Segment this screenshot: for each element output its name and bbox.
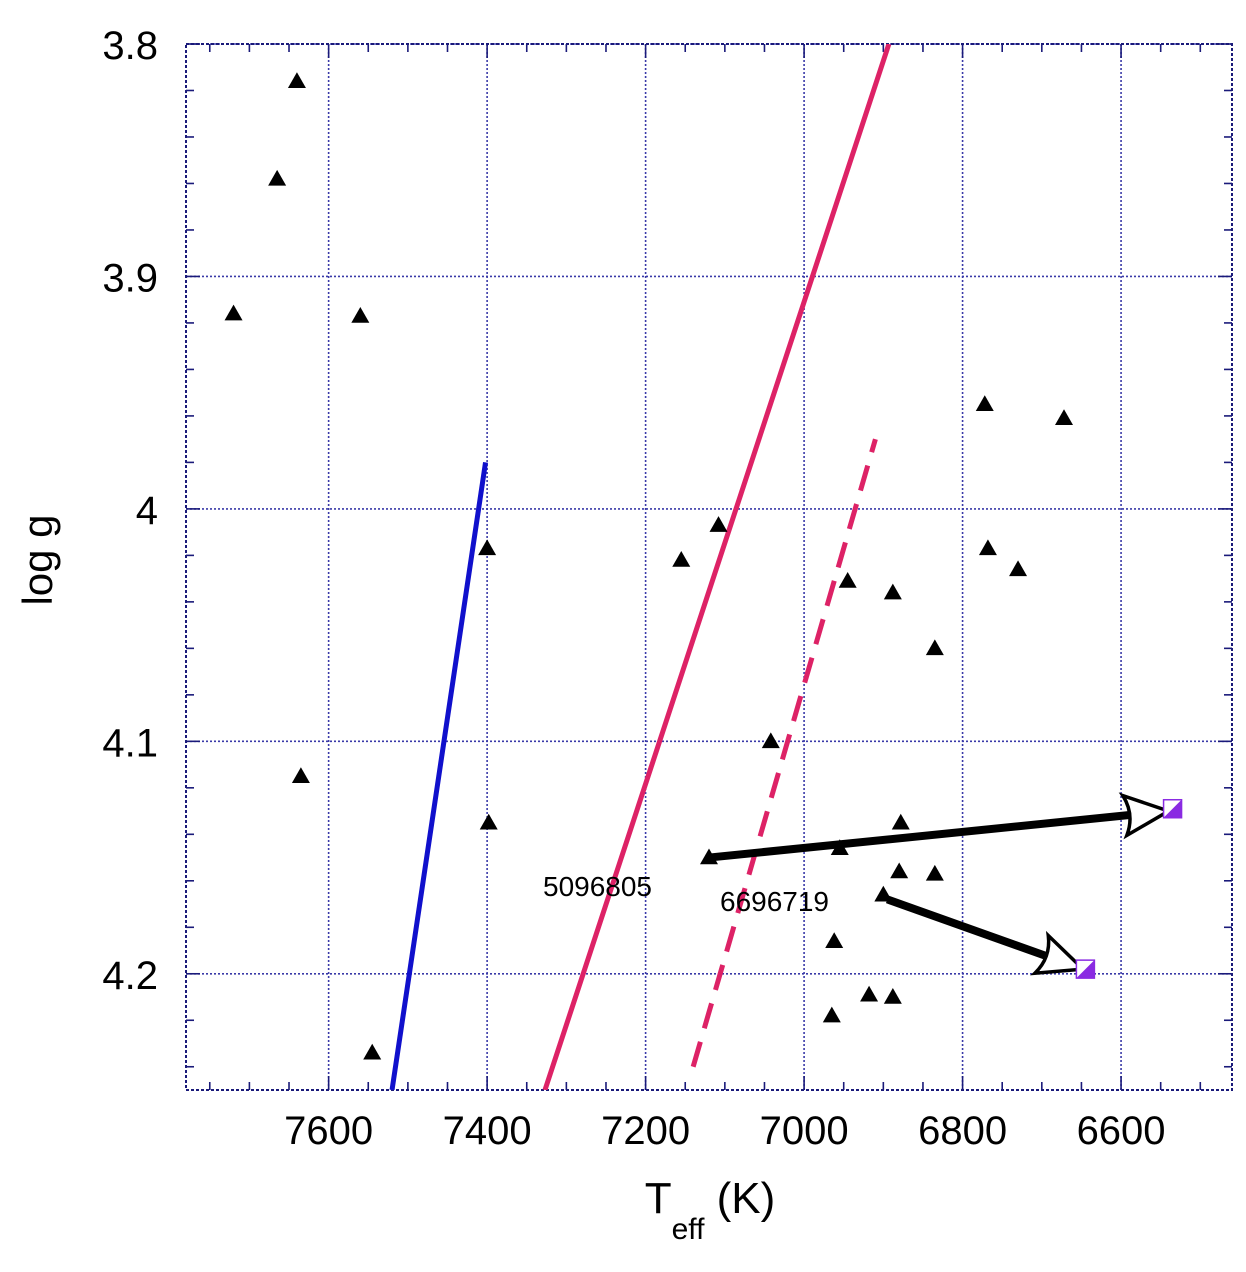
x-axis-title: Teff (K) <box>645 1174 776 1246</box>
data-point <box>709 516 728 532</box>
grid <box>186 43 1232 1090</box>
axis-ticks <box>186 43 1232 1090</box>
model-line <box>542 44 892 1090</box>
data-point <box>891 813 910 830</box>
data-point <box>291 767 310 783</box>
data-point <box>287 72 306 88</box>
data-points <box>224 72 1074 1060</box>
plot-frame <box>185 43 1233 1091</box>
arrow-head <box>1030 930 1088 976</box>
data-point <box>978 539 997 556</box>
data-point <box>268 169 287 186</box>
model-line <box>389 462 489 1090</box>
data-point <box>975 395 994 412</box>
data-point <box>363 1043 382 1060</box>
arrow-head <box>1118 792 1173 840</box>
y-tick-labels: 3.8 3.9 4 4.1 4.2 <box>102 24 158 998</box>
data-point <box>672 551 691 567</box>
data-point <box>860 985 879 1002</box>
y-tick-label: 4.2 <box>102 954 158 998</box>
arrow-label: 5096805 <box>543 871 652 902</box>
data-point <box>224 304 243 321</box>
data-point <box>478 539 497 556</box>
end-marker-fill <box>1076 960 1095 979</box>
y-tick-label: 3.9 <box>102 256 158 300</box>
x-axis-title-unit: (K) <box>704 1174 775 1223</box>
arrow-shaft <box>708 810 1132 862</box>
x-tick-label: 6600 <box>1077 1109 1166 1153</box>
data-point <box>351 306 370 323</box>
x-tick-label: 7600 <box>284 1109 373 1153</box>
x-tick-label: 7200 <box>601 1109 690 1153</box>
x-axis-title-main: T <box>645 1174 672 1223</box>
y-axis-title: log g <box>14 514 61 605</box>
data-point <box>925 864 944 881</box>
data-point <box>874 885 893 902</box>
data-point <box>825 932 844 948</box>
x-tick-label: 6800 <box>918 1109 1007 1153</box>
arrow-shaft <box>885 895 1049 961</box>
data-point <box>822 1006 841 1023</box>
y-tick-label: 4 <box>136 489 158 533</box>
data-point <box>479 813 498 830</box>
dashed-model-line <box>690 438 878 1068</box>
x-tick-label: 7400 <box>443 1109 532 1153</box>
model-lines <box>389 44 892 1090</box>
x-axis-title-sub: eff <box>672 1213 705 1246</box>
y-tick-label: 3.8 <box>102 24 158 68</box>
y-tick-label: 4.1 <box>102 721 158 765</box>
data-point <box>883 583 902 600</box>
end-marker-fill <box>1163 799 1182 818</box>
x-tick-label: 7000 <box>760 1109 849 1153</box>
x-tick-labels: 7600 7400 7200 7000 6800 6600 <box>284 1109 1165 1153</box>
data-point <box>1009 560 1028 577</box>
arrow-label: 6696719 <box>720 886 829 917</box>
data-point <box>925 639 944 656</box>
data-point <box>890 862 909 879</box>
data-point <box>883 988 902 1004</box>
data-point <box>838 571 857 588</box>
data-point <box>761 732 780 749</box>
data-point <box>1055 409 1074 425</box>
shift-arrows: 5096805 6696719 <box>543 792 1183 979</box>
